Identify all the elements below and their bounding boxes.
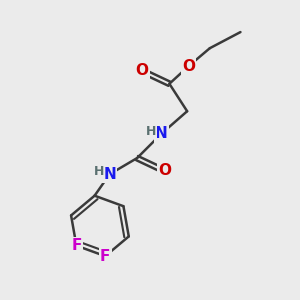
Text: O: O (135, 63, 148, 78)
Text: F: F (100, 249, 110, 264)
Text: H: H (146, 125, 156, 138)
Text: O: O (158, 164, 171, 178)
Text: N: N (155, 126, 168, 141)
Text: F: F (71, 238, 82, 253)
Text: H: H (94, 165, 104, 178)
Text: O: O (182, 58, 195, 74)
Text: N: N (103, 167, 116, 182)
